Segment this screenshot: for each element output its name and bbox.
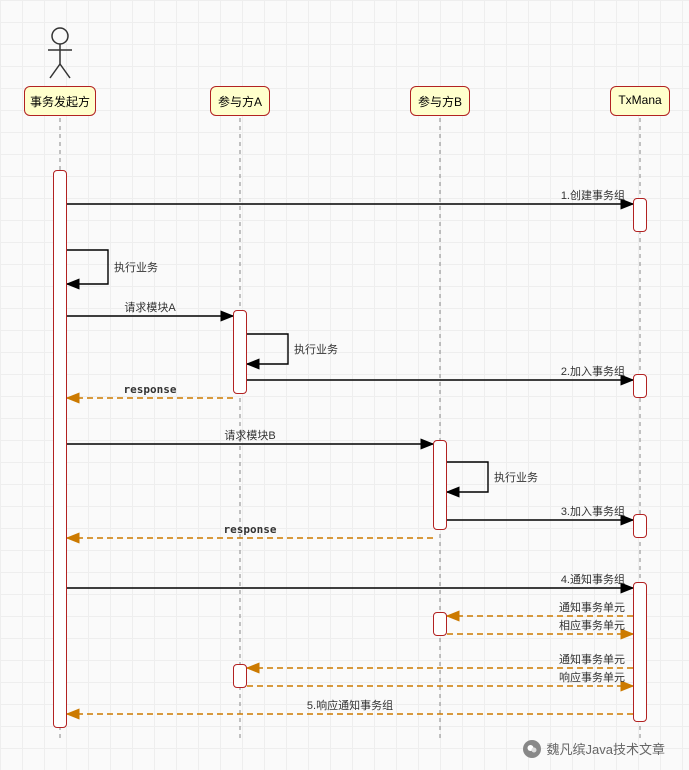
svg-text:请求模块B: 请求模块B — [224, 429, 275, 442]
activation-tm — [633, 514, 647, 538]
activation-pb — [433, 612, 447, 636]
footer: 魏凡缤Java技术文章 — [523, 739, 665, 758]
wechat-icon — [523, 740, 541, 758]
svg-text:请求模块A: 请求模块A — [124, 301, 176, 314]
lifeline-header-initiator: 事务发起方 — [24, 86, 96, 116]
sequence-svg: 1.创建事务组执行业务请求模块A执行业务2.加入事务组response请求模块B… — [0, 0, 689, 770]
footer-text: 魏凡缤Java技术文章 — [547, 739, 665, 758]
activation-initiator — [53, 170, 67, 728]
activation-tm — [633, 582, 647, 722]
activation-pb — [433, 440, 447, 530]
svg-text:1.创建事务组: 1.创建事务组 — [561, 188, 625, 202]
svg-text:通知事务单元: 通知事务单元 — [559, 600, 625, 614]
svg-text:3.加入事务组: 3.加入事务组 — [561, 504, 625, 518]
svg-text:相应事务单元: 相应事务单元 — [559, 618, 625, 632]
svg-text:response: response — [124, 383, 177, 396]
lifeline-header-pb: 参与方B — [410, 86, 470, 116]
lifeline-header-pa: 参与方A — [210, 86, 270, 116]
svg-text:响应事务单元: 响应事务单元 — [559, 670, 625, 684]
svg-text:执行业务: 执行业务 — [294, 342, 338, 356]
svg-text:4.通知事务组: 4.通知事务组 — [561, 572, 625, 586]
svg-text:通知事务单元: 通知事务单元 — [559, 652, 625, 666]
lifeline-header-tm: TxMana — [610, 86, 670, 116]
svg-text:执行业务: 执行业务 — [494, 470, 538, 484]
activation-pa — [233, 310, 247, 394]
activation-pa — [233, 664, 247, 688]
svg-text:response: response — [224, 523, 277, 536]
svg-text:5.响应通知事务组: 5.响应通知事务组 — [307, 698, 393, 712]
svg-text:执行业务: 执行业务 — [114, 260, 158, 274]
activation-tm — [633, 198, 647, 232]
svg-text:2.加入事务组: 2.加入事务组 — [561, 364, 625, 378]
activation-tm — [633, 374, 647, 398]
